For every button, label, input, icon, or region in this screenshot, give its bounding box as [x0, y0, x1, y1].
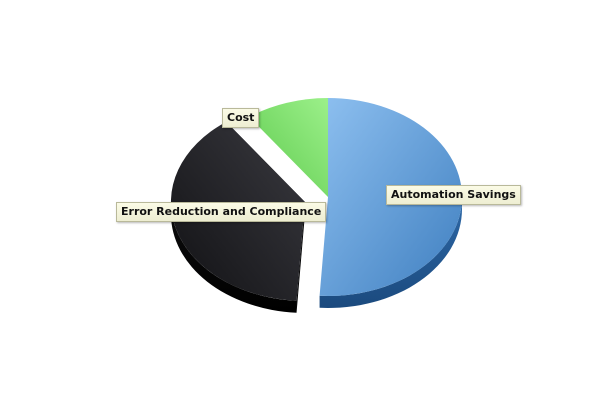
pie-slice-edge-1-0	[296, 201, 305, 313]
pie-slice-side-1	[170, 201, 297, 313]
pie-slice-cost[interactable]	[249, 98, 328, 197]
pie-slice-side-0	[319, 197, 462, 308]
slice-label-automation-savings: Automation Savings	[386, 185, 521, 205]
slice-label-error-reduction-and-compliance: Error Reduction and Compliance	[116, 202, 327, 222]
slice-label-cost: Cost	[222, 108, 260, 128]
